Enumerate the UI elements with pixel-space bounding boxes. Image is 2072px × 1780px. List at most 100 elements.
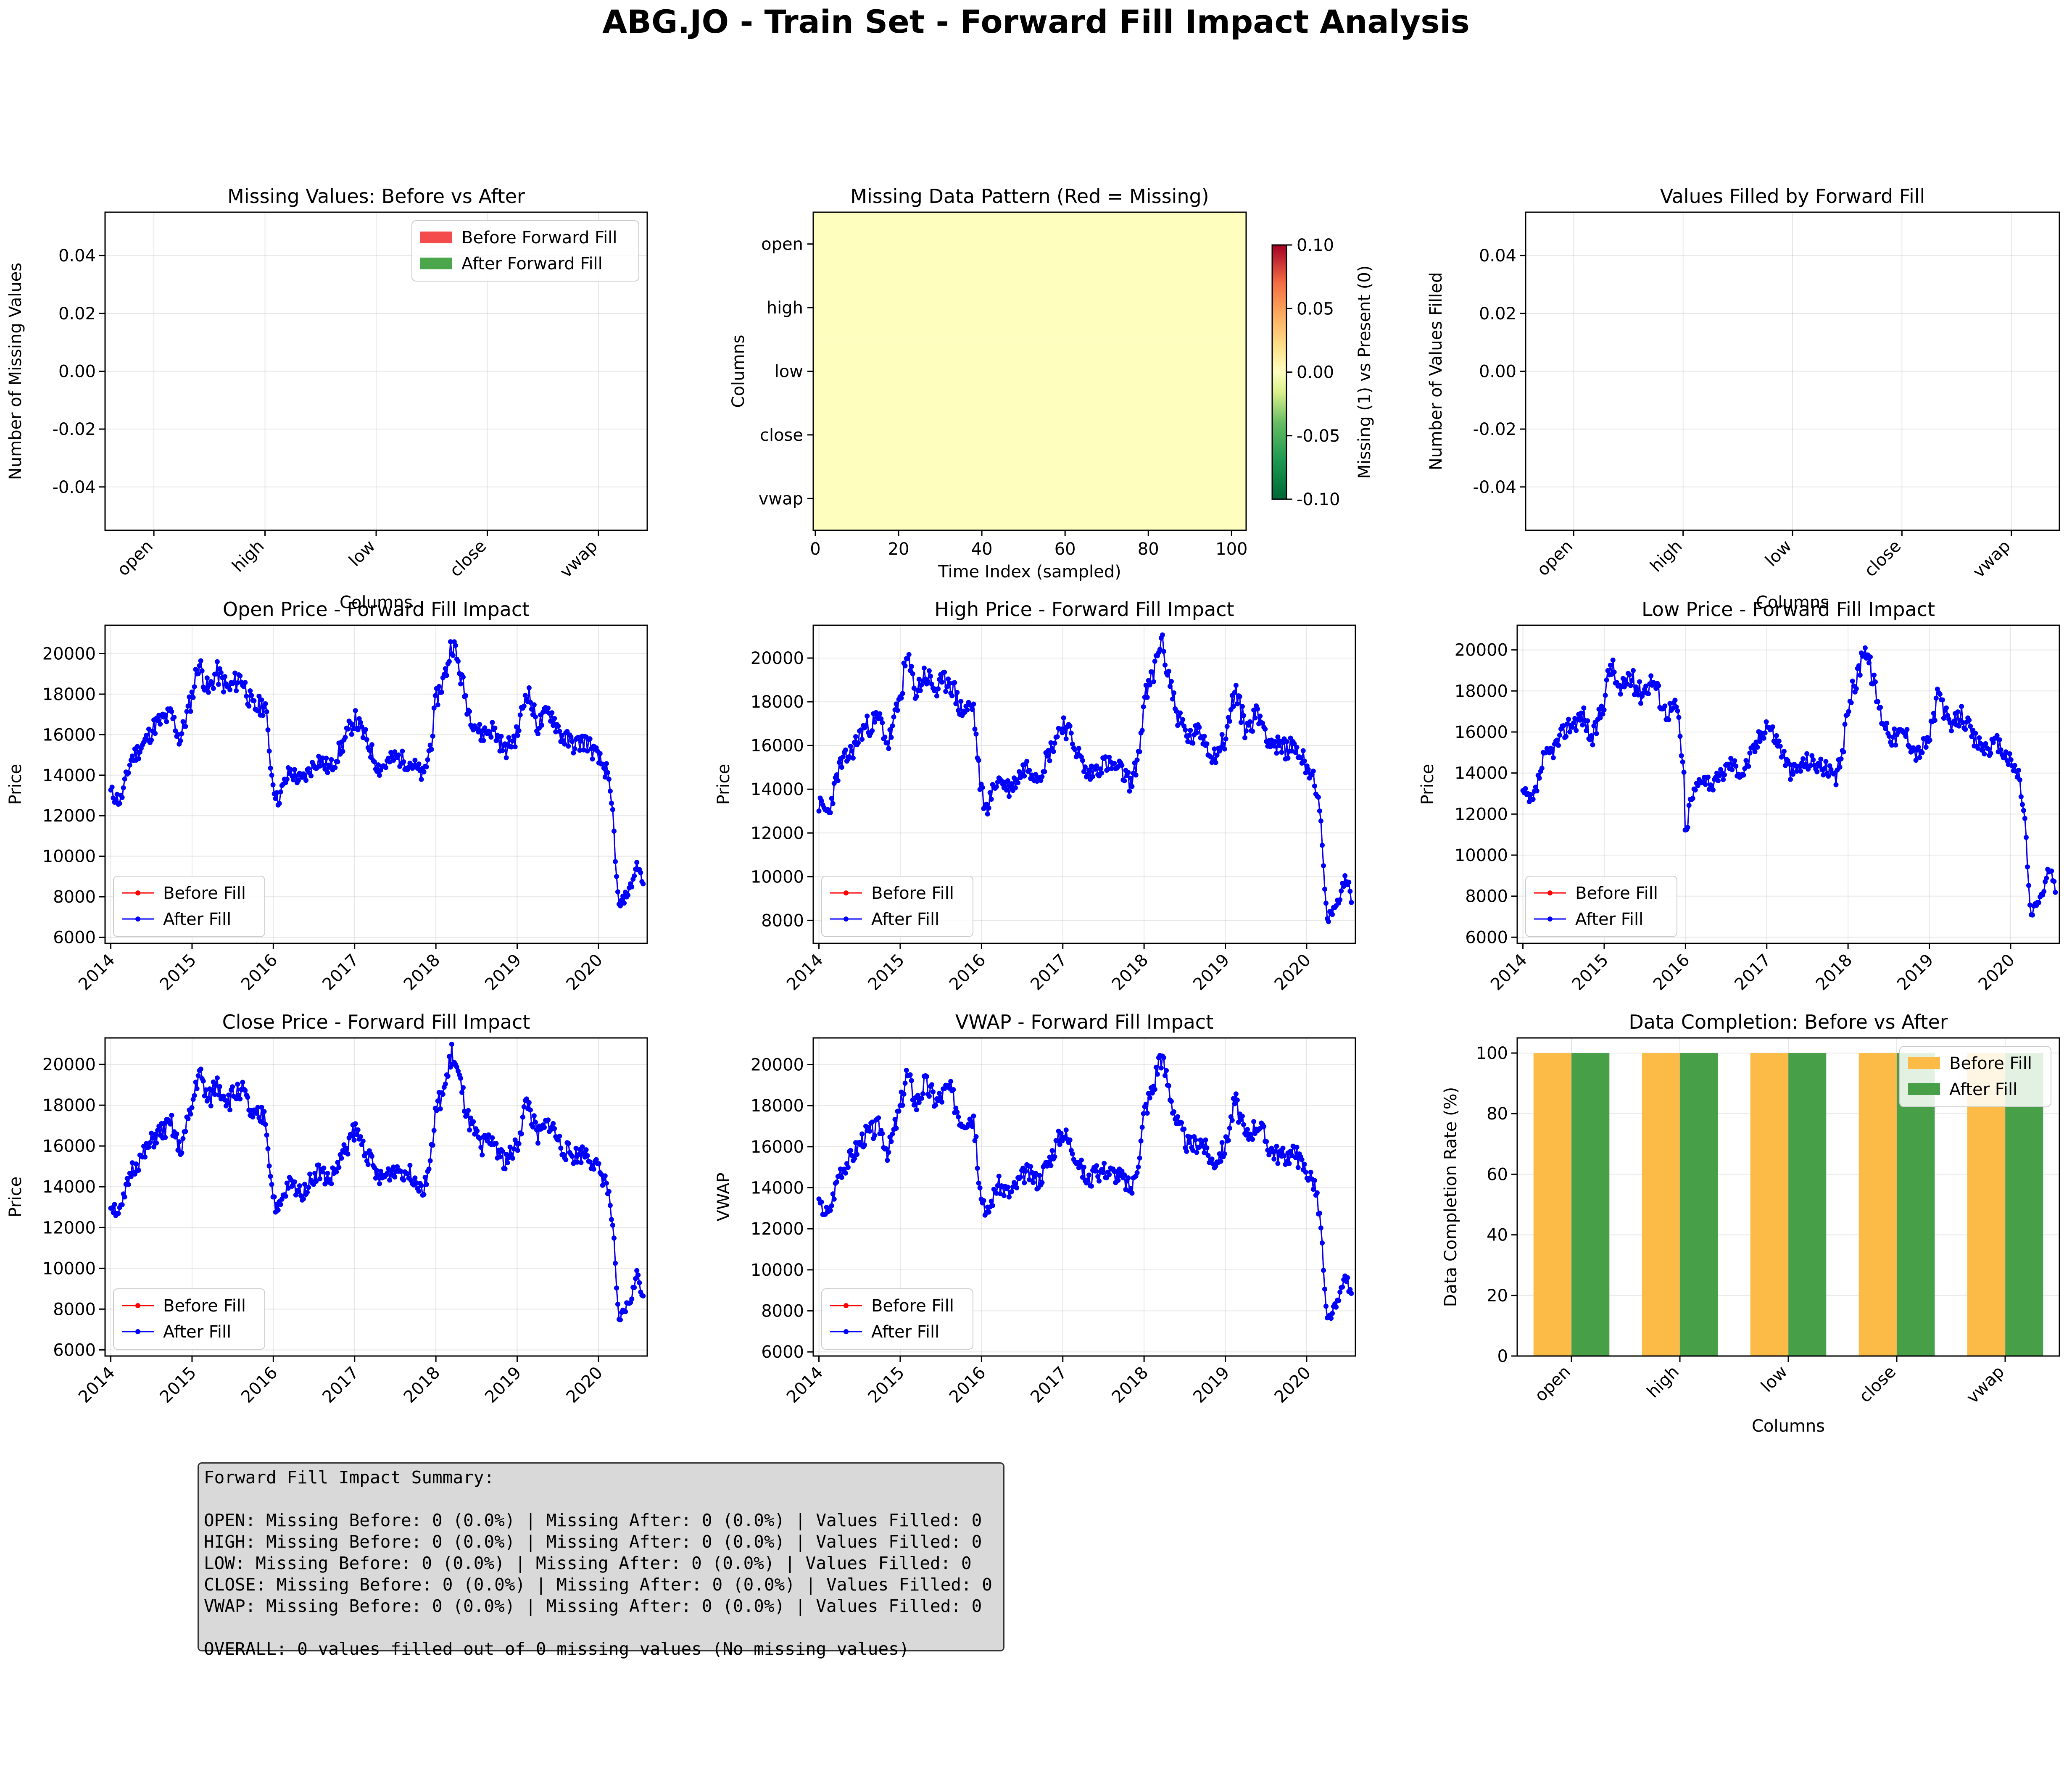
after-fill-point [505, 1160, 510, 1166]
after-fill-point [1126, 1175, 1131, 1180]
after-fill-point [1893, 743, 1898, 748]
after-fill-point [934, 693, 939, 699]
after-fill-point [1308, 1169, 1313, 1175]
after-fill-point [1310, 769, 1316, 774]
after-fill-point [1821, 772, 1826, 778]
after-fill-point [585, 748, 590, 754]
after-fill-point [1599, 703, 1604, 709]
after-fill-point [1884, 721, 1890, 726]
after-fill-point [467, 709, 472, 714]
after-fill-point [1054, 1138, 1060, 1143]
y-axis-label: Price [6, 764, 25, 805]
after-fill-point [221, 1093, 226, 1099]
legend-label: After Fill [1949, 1080, 2017, 1099]
axes-frame [1525, 211, 2060, 531]
after-fill-point [1143, 682, 1149, 688]
legend-swatch [420, 232, 452, 243]
after-fill-point [1539, 766, 1545, 771]
after-fill-point [1630, 668, 1636, 673]
after-fill-point [1604, 677, 1609, 683]
y-tick-label: 20000 [42, 645, 96, 664]
after-fill-point [179, 1150, 185, 1156]
after-fill-point [609, 800, 614, 806]
after-fill-point [244, 693, 249, 699]
after-fill-point [1624, 681, 1629, 687]
after-fill-point [1323, 901, 1329, 906]
after-fill-point [840, 754, 846, 760]
after-fill-point [872, 1133, 878, 1138]
after-fill-point [424, 764, 429, 770]
after-fill-point [146, 727, 151, 732]
after-fill-point [461, 674, 466, 680]
summary-line: OPEN: Missing Before: 0 (0.0%) | Missing… [204, 1510, 982, 1530]
after-fill-point [195, 1073, 201, 1078]
after-fill-point [839, 765, 844, 770]
after-fill-point [1818, 756, 1824, 762]
after-fill-point [192, 684, 197, 690]
x-tick-label: vwap [556, 537, 601, 582]
after-fill-point [230, 1084, 235, 1090]
legend-marker [1547, 916, 1553, 922]
after-fill-point [1774, 733, 1779, 738]
after-fill-point [971, 701, 976, 707]
after-fill-point [1956, 723, 1962, 729]
after-fill-point [602, 774, 608, 780]
panel-title: Close Price - Forward Fill Impact [222, 1011, 530, 1033]
after-fill-point [1960, 720, 1966, 725]
after-fill-point [841, 1166, 847, 1172]
after-fill-point [1175, 1114, 1181, 1119]
after-fill-point [493, 738, 499, 743]
after-fill-point [185, 703, 191, 709]
y-tick-label: vwap [759, 489, 803, 508]
after-fill-point [1646, 691, 1651, 696]
panel-title: Data Completion: Before vs After [1629, 1011, 1948, 1033]
after-fill-point [235, 1082, 240, 1087]
panel-title: Missing Data Pattern (Red = Missing) [850, 185, 1209, 208]
after-fill-point [459, 1090, 464, 1095]
after-fill-point [1042, 769, 1047, 774]
figure-title: ABG.JO - Train Set - Forward Fill Impact… [602, 3, 1470, 40]
after-fill-point [359, 724, 364, 729]
after-fill-point [1580, 722, 1585, 728]
after-fill-point [2025, 864, 2030, 869]
legend-label: After Fill [1575, 910, 1643, 929]
after-fill-point [977, 1185, 983, 1190]
y-tick-label: low [775, 362, 803, 382]
after-fill-point [443, 666, 448, 671]
after-fill-point [854, 1152, 859, 1157]
after-fill-point [995, 1183, 1000, 1188]
after-fill-point [314, 1179, 319, 1184]
after-fill-point [948, 1079, 954, 1084]
after-fill-point [292, 767, 297, 772]
after-fill-point [1181, 1127, 1187, 1132]
after-fill-point [907, 1072, 913, 1077]
after-fill-point [829, 1203, 834, 1209]
legend-marker [1547, 890, 1553, 895]
after-fill-point [1288, 1148, 1293, 1154]
after-fill-point [1990, 740, 1996, 745]
after-fill-point [985, 811, 990, 817]
after-fill-point [1251, 707, 1257, 713]
after-fill-point [830, 801, 836, 806]
after-fill-point [1967, 717, 1972, 723]
after-fill-point [830, 1191, 836, 1197]
legend-box [113, 876, 265, 937]
after-fill-point [1274, 1143, 1279, 1149]
after-fill-point [921, 665, 927, 671]
after-fill-point [1047, 1154, 1052, 1160]
y-tick-label: 6000 [761, 1343, 804, 1362]
after-fill-point [605, 770, 610, 775]
after-fill-point [1758, 730, 1764, 736]
after-fill-point [177, 1139, 182, 1145]
after-fill-point [1705, 774, 1711, 780]
after-fill-point [526, 1100, 532, 1105]
after-fill-point [1275, 1161, 1281, 1166]
after-fill-point [1679, 753, 1684, 758]
after-fill-point [911, 685, 917, 691]
after-fill-point [1023, 1169, 1028, 1174]
after-fill-point [581, 747, 586, 753]
after-fill-point [1179, 1120, 1184, 1125]
after-fill-point [938, 1095, 944, 1100]
after-fill-point [1330, 1311, 1335, 1316]
after-fill-point [1643, 683, 1649, 689]
